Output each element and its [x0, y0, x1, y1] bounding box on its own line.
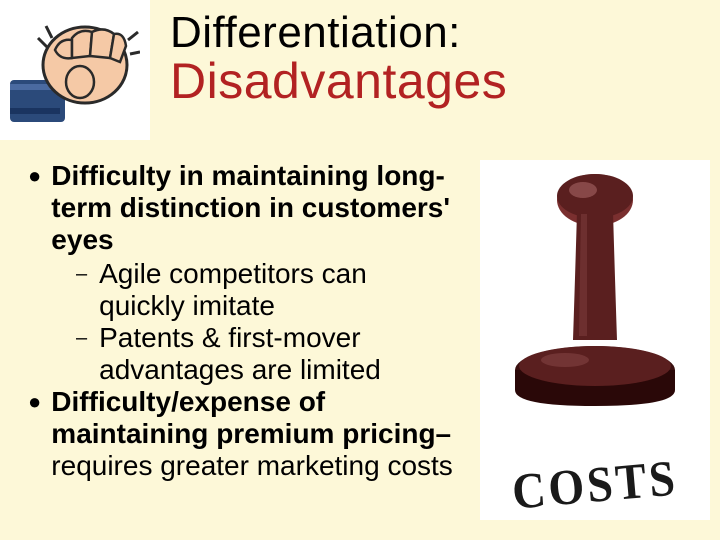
bullet-marker-icon: ● — [28, 386, 41, 418]
dash-marker-icon: – — [76, 322, 87, 354]
title-line2: Disadvantages — [170, 52, 507, 110]
bullet-plain-part: requires greater marketing costs — [51, 450, 453, 481]
sub-bullet-item: – Patents & first-mover advantages are l… — [76, 322, 460, 386]
bullet-item: ● Difficulty/expense of maintaining prem… — [20, 386, 460, 482]
sub-bullet-text: Patents & first-mover advantages are lim… — [99, 322, 460, 386]
bullet-text: Difficulty in maintaining long-term dist… — [51, 160, 460, 256]
fist-clipart — [0, 0, 150, 140]
sub-bullet-text: Agile competitors can quickly imitate — [99, 258, 460, 322]
slide-title: Differentiation: Disadvantages — [170, 8, 507, 110]
costs-stamp-label: COSTS — [510, 448, 680, 521]
stamp-icon — [495, 170, 695, 450]
bullet-item: ● Difficulty in maintaining long-term di… — [20, 160, 460, 256]
sub-bullet-item: – Agile competitors can quickly imitate — [76, 258, 460, 322]
bullet-bold-part: Difficulty/expense of maintaining premiu… — [51, 386, 451, 449]
dash-marker-icon: – — [76, 258, 87, 290]
costs-stamp-clipart: COSTS — [480, 160, 710, 520]
fist-icon — [10, 10, 140, 130]
bullet-content: ● Difficulty in maintaining long-term di… — [20, 160, 460, 484]
bullet-text: Difficulty/expense of maintaining premiu… — [51, 386, 460, 482]
bullet-marker-icon: ● — [28, 160, 41, 192]
title-line1: Differentiation: — [170, 8, 507, 58]
